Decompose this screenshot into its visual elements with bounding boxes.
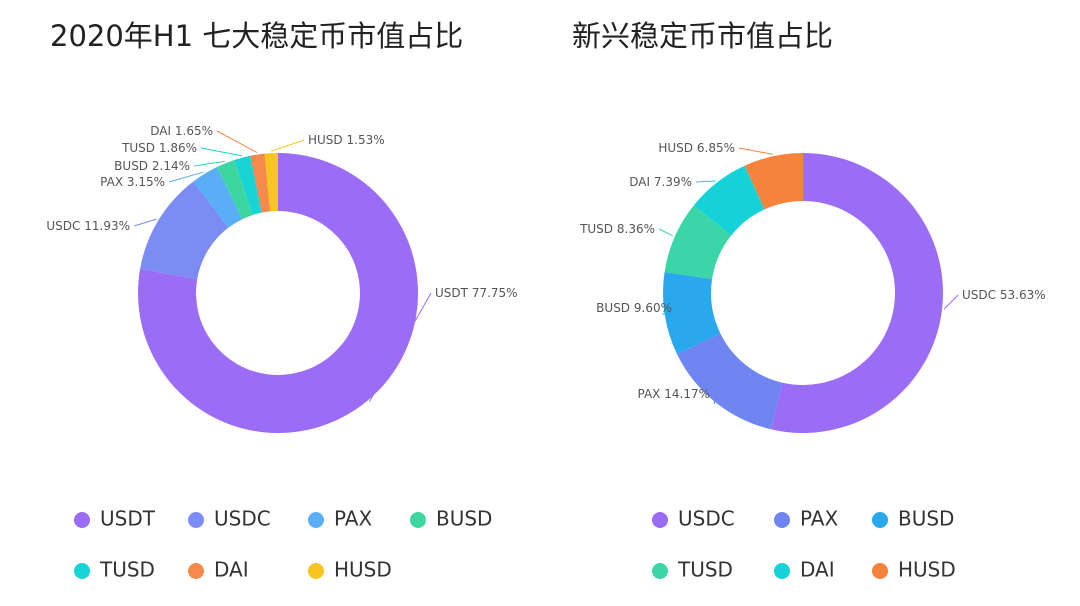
slice-label: USDT 77.75% [435, 286, 518, 300]
legend-label: USDC [214, 507, 271, 531]
legend-swatch [74, 563, 90, 579]
slice-value: 1.65% [175, 124, 213, 138]
legend-swatch [774, 512, 790, 528]
slice-name: DAI [629, 175, 650, 189]
slice-value: 8.36% [617, 222, 655, 236]
pie-slice [744, 153, 803, 210]
slice-label: DAI 7.39% [629, 175, 692, 189]
pie-slice [677, 333, 783, 430]
pie-slice [250, 153, 271, 213]
legend-label: USDC [678, 507, 735, 531]
legend-label: HUSD [898, 558, 956, 582]
pie-slice [138, 153, 418, 434]
slice-label: TUSD 8.36% [579, 222, 655, 236]
leader-line [738, 147, 773, 155]
legend-label: TUSD [99, 558, 155, 582]
leader-line [368, 292, 432, 402]
slice-name: DAI [150, 124, 171, 138]
leader-line [271, 139, 305, 152]
slice-value: 1.86% [159, 141, 197, 155]
slice-label: HUSD 1.53% [308, 133, 385, 147]
pie-slice [216, 159, 253, 220]
slice-label: BUSD 9.60% [596, 301, 672, 315]
slice-value: 7.39% [654, 175, 692, 189]
pie-slice [193, 167, 243, 228]
slice-name: PAX [638, 387, 661, 401]
legend-swatch [872, 512, 888, 528]
slice-value: 77.75% [472, 286, 518, 300]
slice-name: BUSD [596, 301, 630, 315]
slice-label: PAX 14.17% [638, 387, 711, 401]
legend-label: BUSD [436, 507, 492, 531]
slice-name: USDC [962, 288, 996, 302]
slice-label: DAI 1.65% [150, 124, 213, 138]
legend-label: USDT [100, 507, 156, 531]
legend-label: PAX [800, 507, 838, 531]
slice-name: PAX [100, 175, 123, 189]
slice-value: 3.15% [127, 175, 165, 189]
slice-name: BUSD [114, 159, 148, 173]
slice-label: USDC 11.93% [46, 219, 130, 233]
legend-swatch [652, 512, 668, 528]
slice-value: 9.60% [634, 301, 672, 315]
pie-slice [234, 155, 262, 216]
pie-slice [664, 205, 732, 280]
legend-swatch [74, 512, 90, 528]
pie-slice [264, 153, 278, 212]
slice-value: 1.53% [347, 133, 385, 147]
leader-line [193, 160, 225, 167]
legend-label: BUSD [898, 507, 954, 531]
slice-label: USDC 53.63% [962, 288, 1046, 302]
slice-name: USDT [435, 286, 469, 300]
slice-value: 14.17% [664, 387, 710, 401]
leader-line [662, 307, 677, 315]
slice-name: HUSD [658, 141, 693, 155]
leader-line [943, 294, 959, 310]
pie-slice [663, 271, 721, 355]
slice-value: 6.85% [697, 141, 735, 155]
slice-value: 53.63% [1000, 288, 1046, 302]
legend-label: PAX [334, 507, 372, 531]
slice-label: HUSD 6.85% [658, 141, 735, 155]
legend-label: DAI [800, 558, 835, 582]
legend-swatch [774, 563, 790, 579]
slice-name: HUSD [308, 133, 343, 147]
legend-swatch [188, 512, 204, 528]
leader-line [133, 218, 157, 227]
slice-value: 2.14% [152, 159, 190, 173]
slice-name: TUSD [121, 141, 155, 155]
legend-swatch [188, 563, 204, 579]
legend-label: TUSD [677, 558, 733, 582]
leader-line [200, 147, 242, 157]
slice-value: 11.93% [84, 219, 130, 233]
slice-name: TUSD [579, 222, 613, 236]
leader-line [695, 180, 716, 183]
slice-name: USDC [46, 219, 80, 233]
legend-swatch [652, 563, 668, 579]
pie-slice [140, 181, 229, 279]
slice-label: TUSD 1.86% [121, 141, 197, 155]
pie-slice [771, 153, 943, 433]
legend-swatch [410, 512, 426, 528]
legend-swatch [872, 563, 888, 579]
leader-line [216, 130, 258, 153]
legend-swatch [308, 563, 324, 579]
legend-label: DAI [214, 558, 249, 582]
leader-line [658, 228, 674, 237]
slice-label: BUSD 2.14% [114, 159, 190, 173]
slice-label: PAX 3.15% [100, 175, 165, 189]
leader-line [168, 171, 204, 183]
chart-title: 2020年H1 七大稳定币市值占比 [50, 19, 463, 53]
legend-swatch [308, 512, 324, 528]
chart-title: 新兴稳定币市值占比 [572, 19, 833, 53]
legend-label: HUSD [334, 558, 392, 582]
pie-slice [693, 165, 765, 236]
